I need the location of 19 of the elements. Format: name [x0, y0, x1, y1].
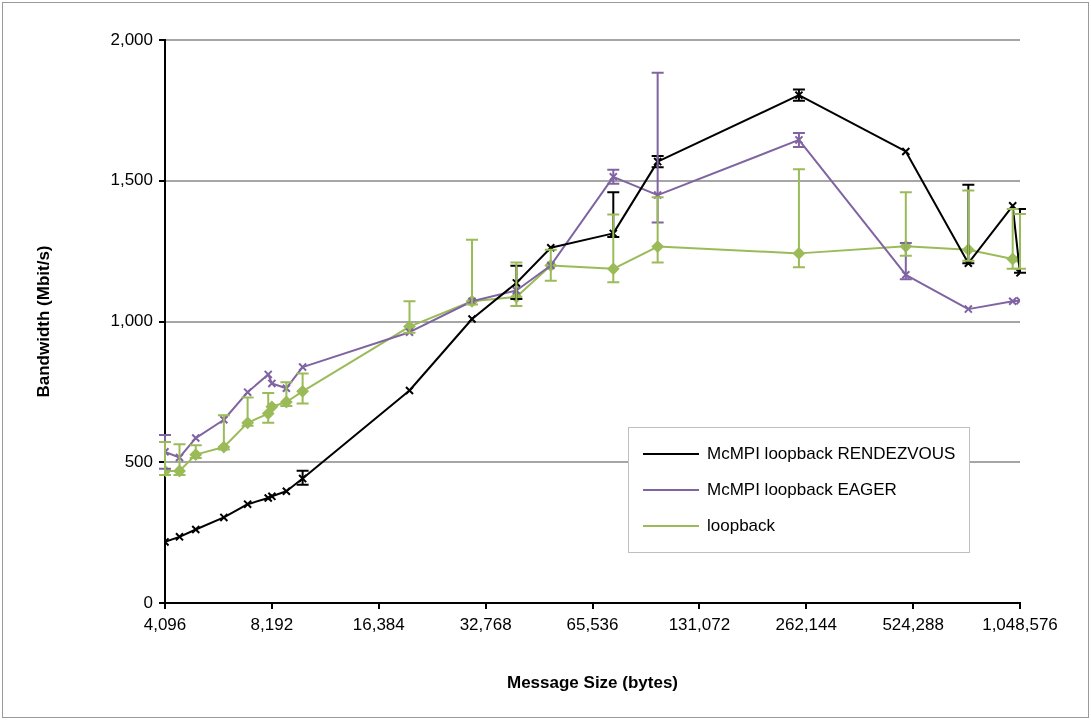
y-tick-label: 0 [143, 592, 153, 612]
x-tick-label: 16,384 [352, 614, 405, 634]
x-tick-label: 8,192 [250, 614, 294, 634]
x-tick-label: 262,144 [775, 614, 837, 634]
y-tick-label: 500 [124, 451, 153, 471]
y-axis-title: Bandwidth (Mbit/s) [33, 245, 53, 398]
y-tick-label: 1,500 [110, 170, 153, 190]
x-tick-label: 131,072 [668, 614, 731, 634]
x-tick-label: 4,096 [143, 614, 187, 634]
legend-label: loopback [707, 516, 776, 536]
x-tick-label: 65,536 [566, 614, 619, 634]
x-tick-label: 1,048,576 [982, 614, 1058, 634]
y-tick-label: 2,000 [110, 29, 153, 49]
legend-label: McMPI loopback EAGER [707, 480, 897, 500]
x-axis-title: Message Size (bytes) [506, 673, 679, 693]
legend-label: McMPI loopback RENDEZVOUS [707, 444, 956, 464]
x-tick-label: 32,768 [459, 614, 512, 634]
y-tick-label: 1,000 [110, 311, 153, 331]
x-tick-label: 524,288 [882, 614, 944, 634]
